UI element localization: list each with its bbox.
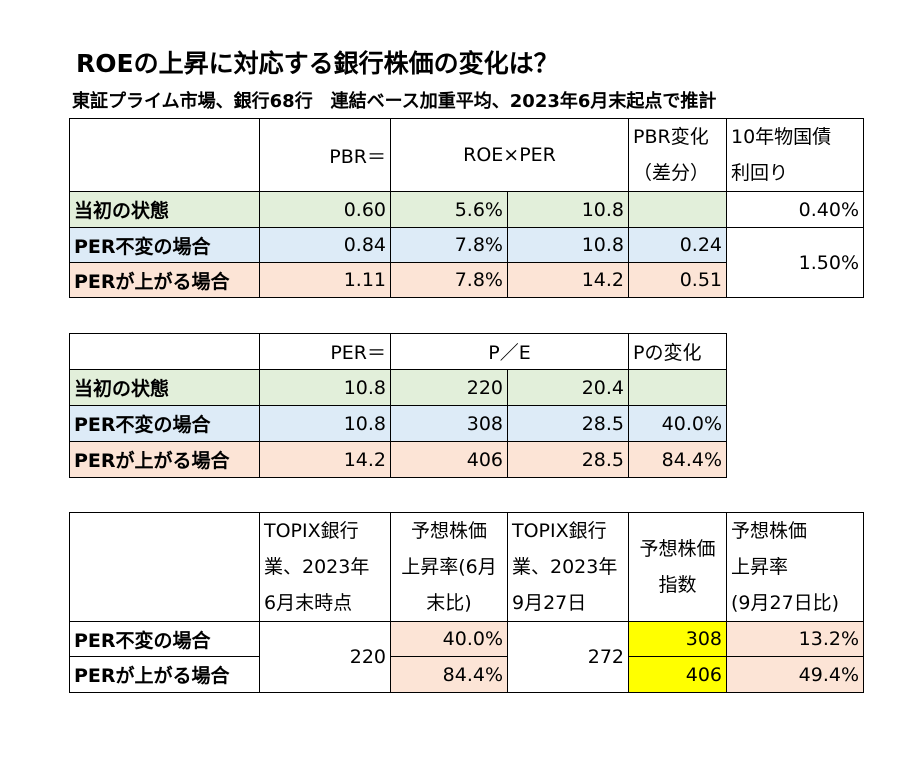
index-cell: 308: [628, 621, 727, 657]
topix-june-value: 220: [259, 621, 391, 693]
topix-sept-value: 272: [507, 621, 629, 693]
row-label-per-unchanged: PER不変の場合: [69, 405, 260, 442]
row-label-per-rises: PERが上がる場合: [69, 656, 260, 693]
price-cell: 406: [390, 441, 508, 478]
per-header: PER＝: [259, 333, 391, 370]
row-label-per-unchanged: PER不変の場合: [69, 227, 260, 263]
index-cell: 406: [628, 656, 727, 693]
p-change-cell: [628, 369, 727, 406]
topix-june-header: TOPIX銀行 業、2023年 6月末時点: [259, 512, 391, 622]
earnings-cell: 28.5: [507, 405, 629, 442]
p-change-cell: 40.0%: [628, 405, 727, 442]
forecast-table-corner: [69, 512, 260, 622]
row-label-per-rises: PERが上がる場合: [69, 262, 260, 298]
per-cell: 14.2: [507, 262, 629, 298]
rise-june-header: 予想株価 上昇率(6月 末比): [390, 512, 508, 622]
rise-june-cell: 40.0%: [390, 621, 508, 657]
p-change-cell: 84.4%: [628, 441, 727, 478]
per-table-corner: [69, 333, 260, 370]
pbr-table: PBR＝ ROE×PER PBR変化 （差分） 10年物国債 利回り 当初の状態 0…: [69, 118, 864, 298]
per-cell: 10.8: [507, 191, 629, 228]
price-cell: 220: [390, 369, 508, 406]
page-subtitle: 東証プライム市場、銀行68行 連結ベース加重平均、2023年6月末起点で推計: [72, 91, 717, 112]
pbr-cell: 1.11: [259, 262, 391, 298]
per-cell: 10.8: [259, 405, 391, 442]
price-cell: 308: [390, 405, 508, 442]
pbr-table-corner: [69, 118, 260, 192]
index-header: 予想株価 指数: [628, 512, 727, 622]
roe-cell: 5.6%: [390, 191, 508, 228]
bond-yield-cell: 1.50%: [726, 227, 864, 298]
row-label-per-unchanged: PER不変の場合: [69, 621, 260, 657]
rise-june-cell: 84.4%: [390, 656, 508, 693]
per-cell: 10.8: [507, 227, 629, 263]
pbr-cell: 0.84: [259, 227, 391, 263]
row-label-initial: 当初の状態: [69, 191, 260, 228]
pbr-change-cell: 0.24: [628, 227, 727, 263]
pbr-change-cell: [628, 191, 727, 228]
pbr-cell: 0.60: [259, 191, 391, 228]
earnings-cell: 20.4: [507, 369, 629, 406]
bond-yield-header: 10年物国債 利回り: [726, 118, 864, 192]
roe-cell: 7.8%: [390, 262, 508, 298]
per-cell: 14.2: [259, 441, 391, 478]
rise-sept-header: 予想株価 上昇率 (9月27日比): [726, 512, 864, 622]
roe-per-header: ROE×PER: [390, 118, 629, 192]
p-change-header: Pの変化: [628, 333, 727, 370]
pbr-header: PBR＝: [259, 118, 391, 192]
earnings-cell: 28.5: [507, 441, 629, 478]
forecast-table: TOPIX銀行 業、2023年 6月末時点 予想株価 上昇率(6月 末比) TOPIX銀…: [69, 512, 864, 693]
pbr-change-cell: 0.51: [628, 262, 727, 298]
row-label-initial: 当初の状態: [69, 369, 260, 406]
topix-sept-header: TOPIX銀行 業、2023年 9月27日: [507, 512, 629, 622]
page-title: ROEの上昇に対応する銀行株価の変化は？: [76, 49, 559, 78]
bond-yield-cell: 0.40%: [726, 191, 864, 228]
pe-header: P／E: [390, 333, 629, 370]
rise-sept-cell: 13.2%: [726, 621, 864, 657]
rise-sept-cell: 49.4%: [726, 656, 864, 693]
pbr-change-header: PBR変化 （差分）: [628, 118, 727, 192]
roe-cell: 7.8%: [390, 227, 508, 263]
per-cell: 10.8: [259, 369, 391, 406]
row-label-per-rises: PERが上がる場合: [69, 441, 260, 478]
per-table: PER＝ P／E Pの変化 当初の状態 10.8 220 20.4 PER不変の…: [69, 333, 727, 478]
